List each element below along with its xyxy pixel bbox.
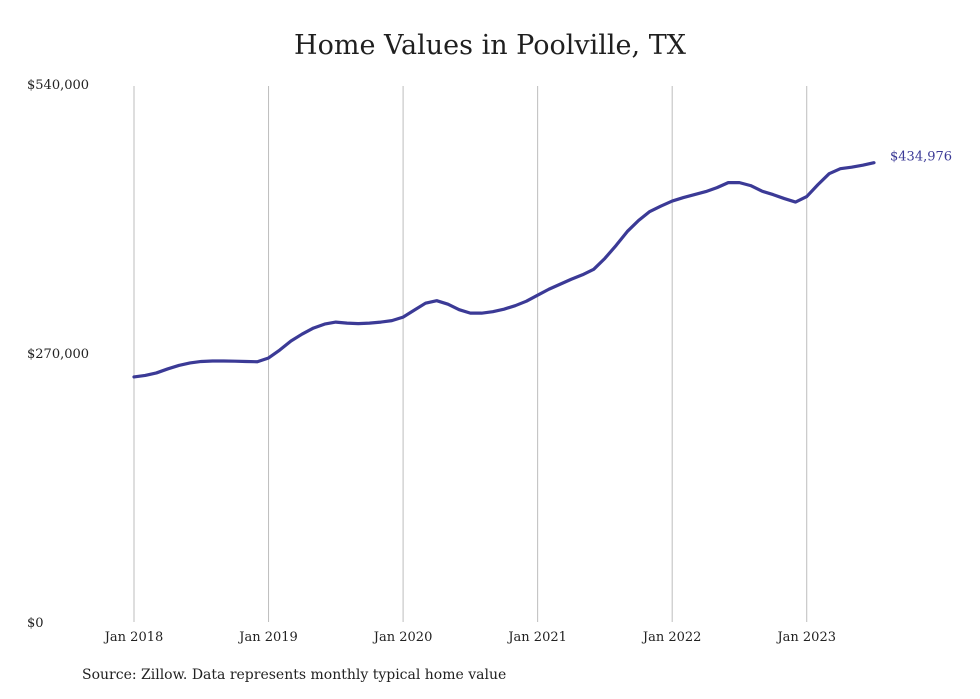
chart-title: Home Values in Poolville, TX <box>294 30 686 61</box>
series-layer <box>132 161 876 379</box>
grid-lines <box>133 86 808 622</box>
source-note: Source: Zillow. Data represents monthly … <box>82 667 507 683</box>
y-axis-ticks: $0 $270,000 $540,000 <box>27 78 89 631</box>
data-label-layer: $434,976 <box>890 150 952 165</box>
y-tick-label: $540,000 <box>27 78 89 93</box>
series-line <box>132 161 876 379</box>
y-tick-label: $0 <box>27 616 44 631</box>
x-tick-label: Jan 2023 <box>775 630 836 645</box>
y-tick-label: $270,000 <box>27 347 89 362</box>
x-tick-label: Jan 2019 <box>237 630 298 645</box>
x-tick-label: Jan 2020 <box>372 630 433 645</box>
x-tick-label: Jan 2018 <box>103 630 164 645</box>
end-value-label: $434,976 <box>890 150 952 165</box>
x-axis-ticks: Jan 2018 Jan 2019 Jan 2020 Jan 2021 Jan 2022… <box>103 630 836 645</box>
x-tick-label: Jan 2021 <box>506 630 567 645</box>
x-tick-label: Jan 2022 <box>641 630 702 645</box>
